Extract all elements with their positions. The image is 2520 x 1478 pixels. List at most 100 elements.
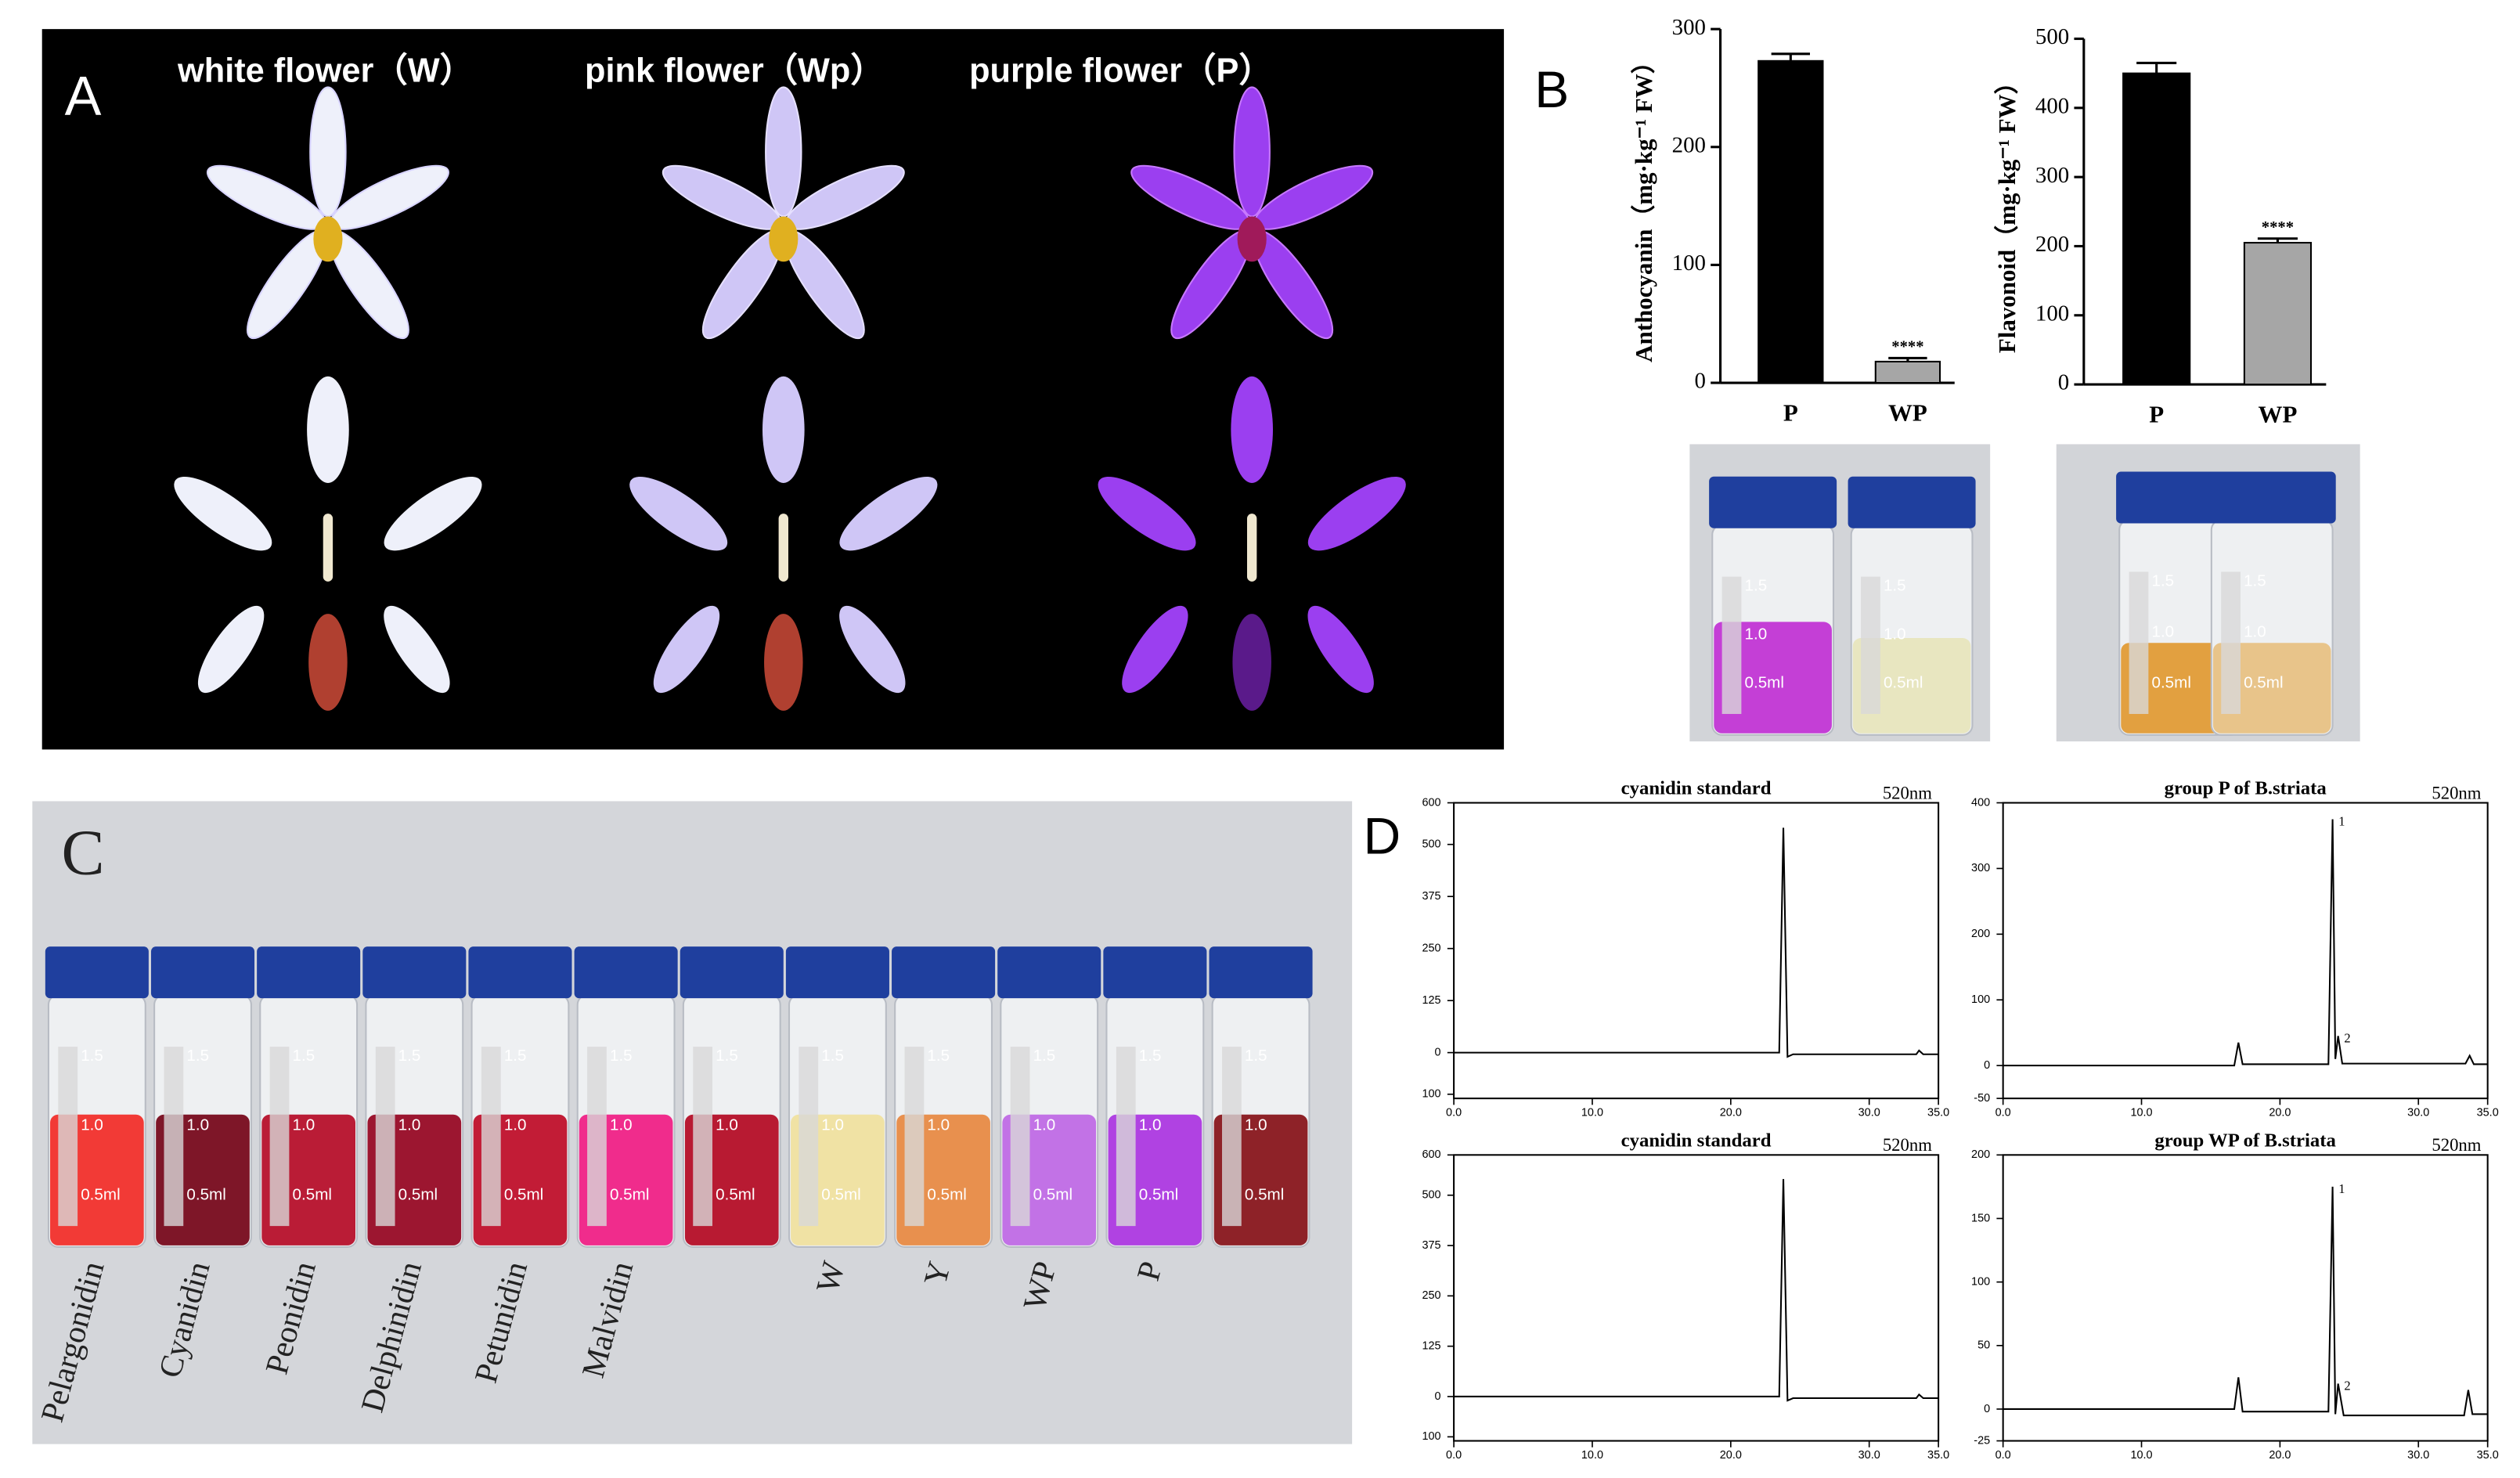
vial-cap (680, 946, 784, 999)
x-tick-label: 20.0 (1720, 1449, 1742, 1462)
vial-cap (257, 946, 361, 999)
lip (1237, 216, 1267, 262)
vial-scale-strip (164, 1047, 184, 1227)
vial-scale: 1.5 (293, 1047, 315, 1065)
vial-scale: 0.5ml (1033, 1185, 1073, 1203)
petal (197, 605, 265, 694)
x-tick-label: 0.0 (1995, 1106, 2011, 1119)
plot-frame (1453, 802, 1940, 1100)
x-tick-label: 10.0 (2130, 1449, 2152, 1462)
x-tick-label: WP (1888, 398, 1927, 426)
lip (764, 614, 803, 711)
y-tick-label: 250 (1422, 1289, 1441, 1302)
vial-scale: 0.5ml (1245, 1185, 1284, 1203)
flower-heading: white flower（W） (177, 51, 474, 89)
vial-liquid (2212, 643, 2331, 734)
petal (1231, 376, 1274, 483)
petal (839, 476, 938, 551)
panel-label: D (1364, 806, 1401, 864)
column (778, 514, 788, 582)
vial-scale: 0.5ml (716, 1185, 755, 1203)
vial-scale: 1.5 (398, 1047, 421, 1065)
chart-title: group P of B.striata (2165, 778, 2327, 799)
vial-scale: 0.5ml (821, 1185, 860, 1203)
y-tick-label: 600 (1422, 1148, 1441, 1161)
petal (629, 476, 728, 551)
vial-cap (892, 946, 996, 999)
vial-scale-strip (799, 1047, 819, 1227)
vial-cap (150, 946, 255, 999)
y-tick-label: 150 (1971, 1212, 1990, 1224)
panel-label: B (1534, 60, 1569, 118)
x-tick-label: 30.0 (2407, 1449, 2429, 1462)
y-tick-label: 100 (2035, 301, 2069, 326)
chart-title: cyanidin standard (1621, 1130, 1772, 1152)
bar (1874, 360, 1941, 384)
vial-scale: 1.0 (716, 1116, 738, 1134)
y-tick-label: 125 (1422, 1339, 1441, 1352)
x-tick-label: 20.0 (2269, 1106, 2291, 1119)
y-tick-label: 250 (1422, 942, 1441, 954)
x-tick-label: 30.0 (1858, 1106, 1880, 1119)
lip (769, 216, 799, 262)
vial-scale: 1.0 (1884, 625, 1906, 643)
y-axis-label: Flavonoid（mg·kg⁻¹ FW） (1993, 70, 2021, 353)
x-tick-label: 35.0 (2477, 1106, 2499, 1119)
vial-scale-strip (587, 1047, 607, 1227)
peak-label: 2 (2344, 1378, 2350, 1393)
vial-scale: 1.5 (610, 1047, 633, 1065)
y-axis-label: Anthocyanin（mg·kg⁻¹ FW） (1630, 49, 1657, 362)
x-tick-label: 0.0 (1446, 1449, 1462, 1462)
vial-liquid (2121, 643, 2239, 734)
y-tick-label: 300 (1672, 15, 1706, 40)
y-tick-label: 100 (1971, 993, 1990, 1006)
vial-scale-strip (2129, 571, 2149, 715)
vial-scale: 1.0 (2244, 622, 2266, 640)
petal (1307, 605, 1374, 694)
vial-scale: 0.5ml (2244, 673, 2283, 691)
y-tick-label: 200 (1971, 928, 1990, 940)
vial-scale-strip (693, 1047, 713, 1227)
panel-label: A (65, 64, 102, 126)
vial-scale-strip (904, 1047, 925, 1227)
vial-scale-strip (481, 1047, 501, 1227)
vial-scale-strip (1861, 576, 1880, 715)
x-tick-label: 10.0 (1581, 1106, 1603, 1119)
vial-scale: 1.5 (1745, 576, 1768, 594)
y-tick-label: 200 (1672, 132, 1706, 157)
x-tick-label: 30.0 (2407, 1106, 2429, 1119)
vial-scale: 0.5ml (81, 1185, 120, 1203)
chromatogram-line (2003, 819, 2488, 1067)
chart-subtitle: 520nm (1883, 1135, 1932, 1155)
y-tick-label: 375 (1422, 1239, 1441, 1252)
petal (384, 476, 482, 551)
x-tick-label: 35.0 (1927, 1106, 1949, 1119)
plot-frame (1453, 1154, 1940, 1442)
y-tick-label: 0 (1435, 1046, 1441, 1058)
column (323, 514, 333, 582)
vial-scale-strip (1116, 1047, 1136, 1227)
y-tick-label: 500 (1422, 1189, 1441, 1202)
y-tick-label: 0 (2058, 370, 2069, 395)
vial-cap (1103, 946, 1207, 999)
vial-scale: 1.5 (1139, 1047, 1162, 1065)
vial-scale: 1.5 (927, 1047, 950, 1065)
y-tick-label: 300 (1971, 862, 1990, 874)
vial-scale-strip (1010, 1047, 1030, 1227)
vial-scale-strip (2221, 571, 2241, 715)
bar (2122, 72, 2191, 386)
vial-scale: 0.5ml (1139, 1185, 1178, 1203)
peak-label: 1 (2338, 1181, 2345, 1196)
petal (765, 86, 802, 218)
y-tick-label: 400 (2035, 93, 2069, 118)
vial-cap (362, 946, 467, 999)
x-tick-label: 20.0 (1720, 1106, 1742, 1119)
lip (1232, 614, 1271, 711)
x-tick-label: WP (2259, 400, 2298, 427)
vial-scale: 0.5ml (1884, 673, 1923, 691)
vial-scale-strip (375, 1047, 395, 1227)
vial-scale: 1.0 (1245, 1116, 1267, 1134)
x-tick-label: 30.0 (1858, 1449, 1880, 1462)
lip (313, 216, 343, 262)
y-tick-label: 100 (1422, 1430, 1441, 1443)
